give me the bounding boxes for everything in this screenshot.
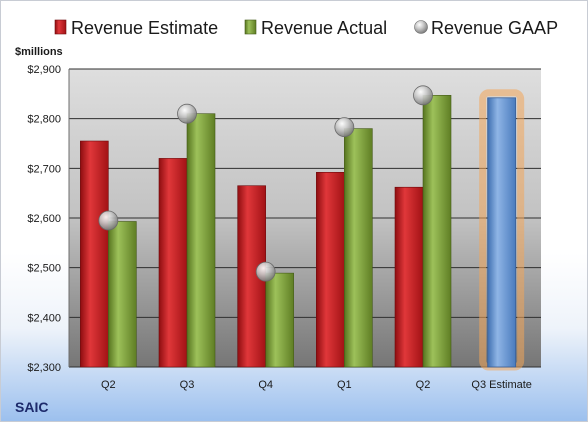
- bar-revenue-actual: [422, 95, 452, 368]
- bar-revenue-estimate: [394, 186, 424, 368]
- bar-revenue-estimate: [487, 97, 517, 368]
- marker-revenue-gaap: [98, 210, 119, 231]
- bar-revenue-actual: [186, 113, 216, 368]
- bar-revenue-actual: [108, 221, 137, 368]
- company-name: SAIC: [15, 399, 49, 415]
- bar-revenue-actual: [344, 128, 373, 368]
- legend-swatch: [54, 19, 67, 35]
- bar-revenue-estimate: [316, 172, 345, 368]
- y-tick-label: $2,700: [27, 163, 61, 175]
- x-tick-label: Q2: [101, 379, 116, 391]
- legend-label: Revenue GAAP: [431, 18, 558, 38]
- marker-revenue-gaap: [334, 117, 355, 138]
- y-tick-label: $2,400: [27, 312, 61, 324]
- x-tick-label: Q2: [416, 379, 431, 391]
- legend-swatch: [244, 19, 257, 35]
- y-tick-label: $2,500: [27, 263, 61, 275]
- x-tick-label: Q4: [258, 379, 273, 391]
- y-axis-unit-label: $millions: [15, 46, 63, 58]
- x-tick-label: Q3 Estimate: [471, 379, 532, 391]
- legend-label: Revenue Estimate: [71, 18, 218, 38]
- x-tick-label: Q1: [337, 379, 352, 391]
- y-tick-label: $2,600: [27, 213, 61, 225]
- y-tick-label: $2,900: [27, 64, 61, 76]
- bar-revenue-actual: [265, 272, 294, 368]
- x-tick-label: Q3: [180, 379, 195, 391]
- marker-revenue-gaap: [177, 103, 197, 124]
- y-tick-label: $2,800: [27, 114, 61, 126]
- legend-swatch: [414, 20, 428, 34]
- bar-revenue-estimate: [80, 140, 109, 368]
- bar-revenue-estimate: [158, 158, 188, 368]
- marker-revenue-gaap: [413, 85, 433, 106]
- y-tick-label: $2,300: [27, 362, 61, 374]
- marker-revenue-gaap: [255, 261, 276, 282]
- legend-label: Revenue Actual: [261, 18, 387, 38]
